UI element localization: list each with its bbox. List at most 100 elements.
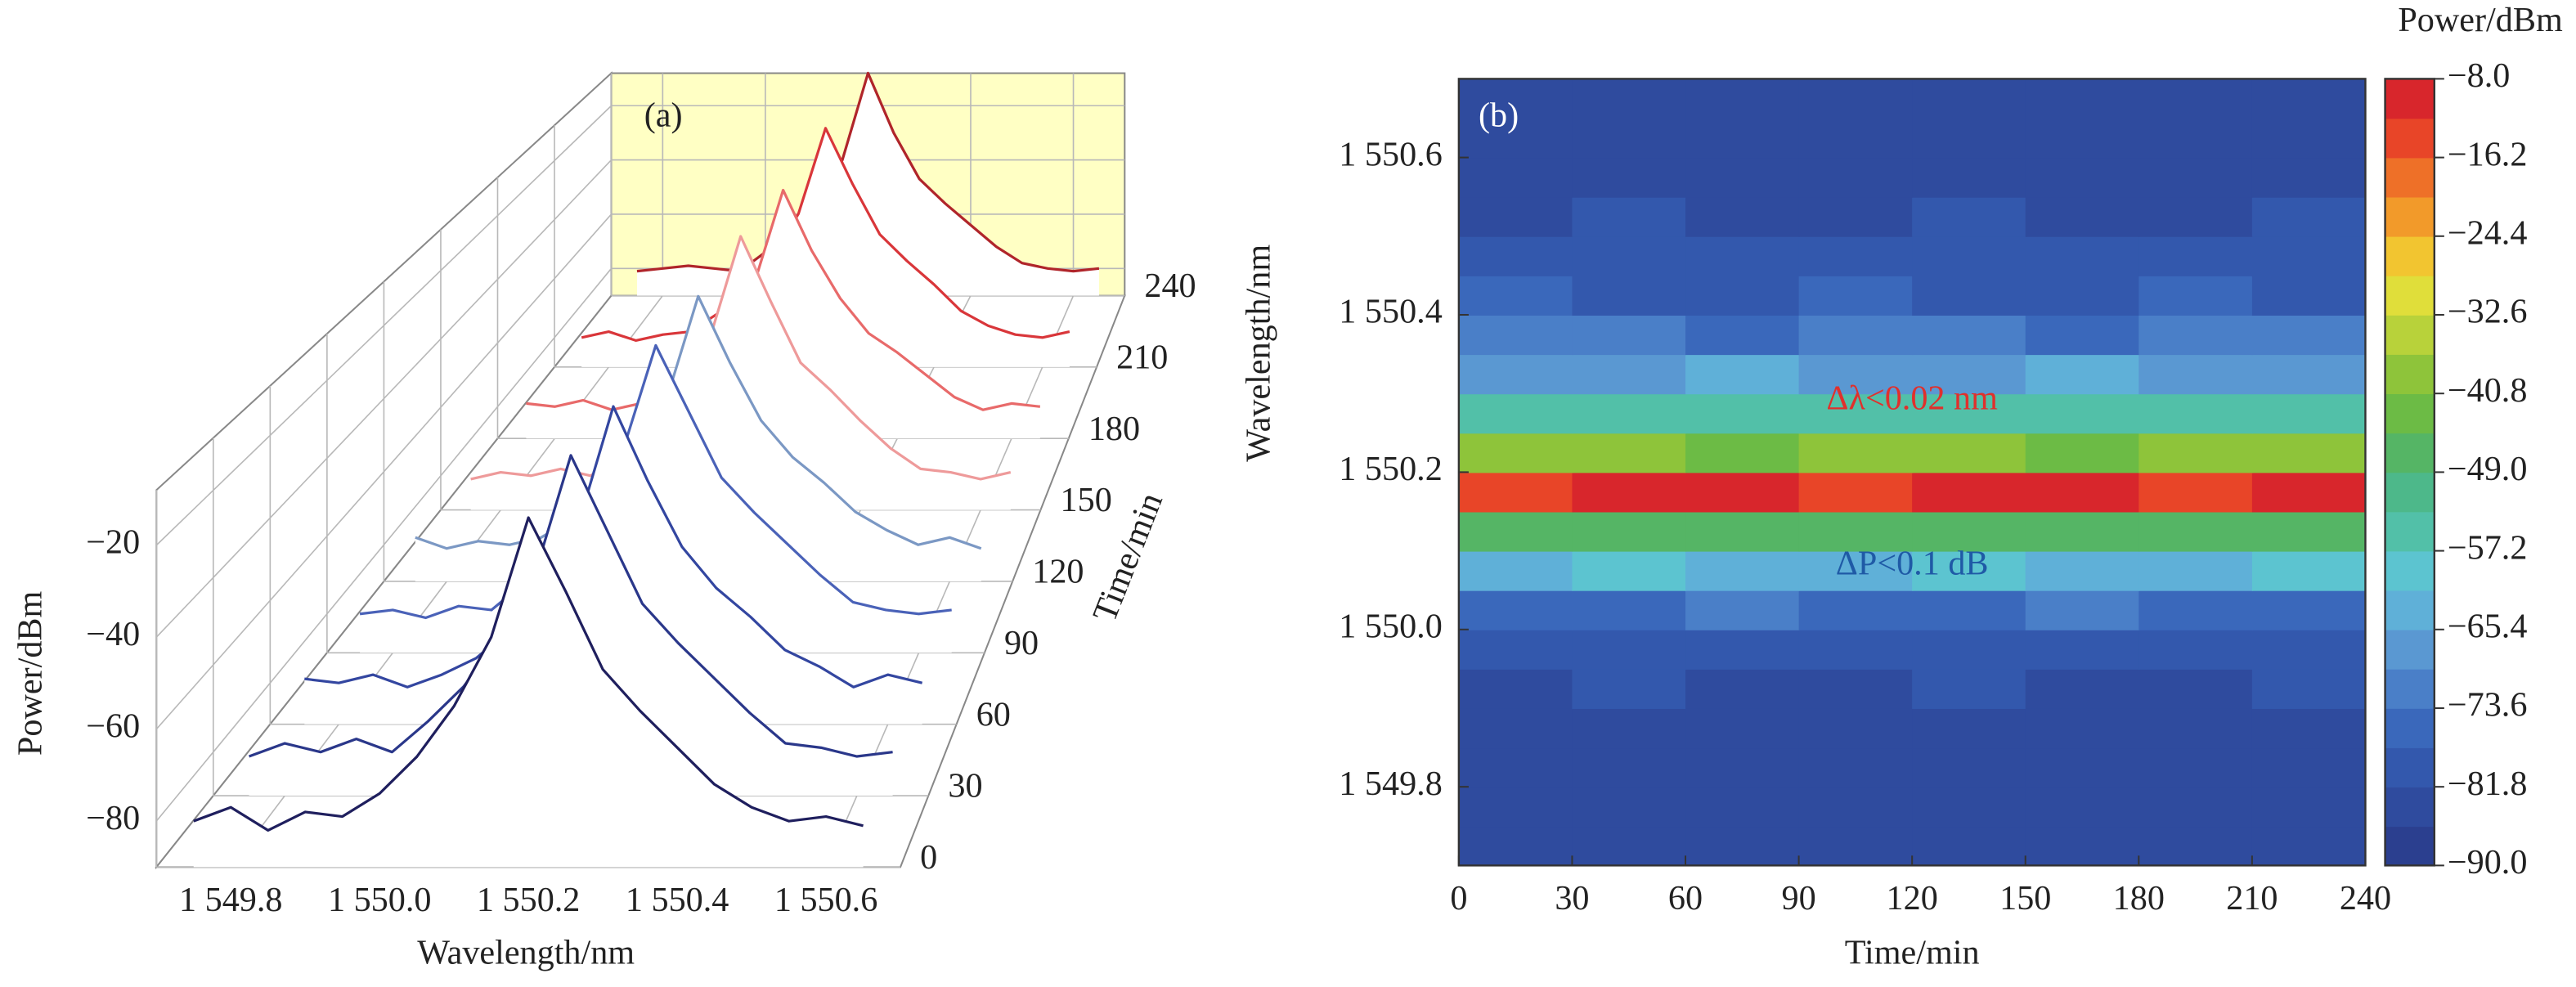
- y-tick-label: 1 550.0: [1339, 607, 1442, 645]
- heatmap-cell: [1685, 196, 1800, 237]
- heatmap-cell: [2251, 550, 2367, 591]
- heatmap-cell: [2251, 157, 2367, 198]
- heatmap-cell: [1798, 707, 1914, 749]
- trace-fill: [470, 236, 1011, 510]
- colorbar-band: [2385, 196, 2435, 237]
- heatmap-cell: [2138, 79, 2253, 119]
- colorbar-band: [2385, 354, 2435, 394]
- heatmap-cell: [1798, 196, 1914, 237]
- heatmap-cell: [2025, 550, 2140, 591]
- heatmap-cell: [1685, 550, 1800, 591]
- heatmap-cell: [1912, 747, 2026, 788]
- heatmap-cell: [1912, 707, 2026, 749]
- heatmap-cell: [1458, 826, 1573, 867]
- z-tick-label: 60: [976, 695, 1011, 734]
- heatmap-cell: [1798, 157, 1914, 198]
- heatmap-cell: [2251, 79, 2367, 119]
- heatmap-cell: [1458, 433, 1573, 473]
- heatmap-cell: [1572, 629, 1687, 670]
- colorbar-tick-label: −57.2: [2448, 528, 2528, 567]
- heatmap-cell: [2138, 393, 2253, 434]
- colorbar-band: [2385, 157, 2435, 198]
- x-tick-label: 90: [1782, 879, 1816, 917]
- heatmap-cell: [2025, 275, 2140, 316]
- heatmap-cell: [1912, 275, 2026, 316]
- heatmap-cell: [1912, 590, 2026, 630]
- heatmap-cell: [2025, 157, 2140, 198]
- colorbar-band: [2385, 275, 2435, 316]
- heatmap-cell: [2138, 511, 2253, 552]
- heatmap-cell: [2025, 787, 2140, 828]
- heatmap-cell: [2138, 275, 2253, 316]
- heatmap-cell: [1572, 314, 1687, 356]
- heatmap-cell: [1572, 668, 1687, 709]
- spectrum-line: [359, 343, 952, 620]
- heatmap-cell: [1912, 433, 2026, 473]
- y-axis-title: Power/dBm: [11, 590, 49, 756]
- heatmap-cell: [1912, 826, 2026, 867]
- z-tick-label: 150: [1061, 481, 1112, 519]
- heatmap-cell: [1912, 157, 2026, 198]
- heatmap-cell: [1572, 826, 1687, 867]
- heatmap-cell: [2025, 590, 2140, 630]
- heatmap-cell: [1798, 354, 1914, 395]
- y-tick-label: −60: [86, 707, 140, 745]
- heatmap-cell: [1458, 629, 1573, 670]
- colorbar-band: [2385, 472, 2435, 513]
- heatmap-cell: [2138, 747, 2253, 788]
- heatmap-cell: [2025, 747, 2140, 788]
- heatmap-cell: [1458, 707, 1573, 749]
- heatmap-cell: [1798, 787, 1914, 828]
- x-tick-label: 180: [2113, 879, 2165, 917]
- heatmap-cell: [2251, 787, 2367, 828]
- colorbar-tick-label: −24.4: [2448, 213, 2528, 252]
- heatmap-cell: [1912, 472, 2026, 513]
- heatmap-cell: [1458, 196, 1573, 237]
- colorbar-tick-label: −90.0: [2448, 843, 2528, 882]
- heatmap-cell: [1798, 79, 1914, 119]
- heatmap-cell: [1912, 79, 2026, 119]
- heatmap-cell: [1798, 393, 1914, 434]
- heatmap-cell: [1572, 707, 1687, 749]
- heatmap-cell: [1798, 314, 1914, 356]
- heatmap-cell: [1912, 629, 2026, 670]
- colorbar-band: [2385, 511, 2435, 552]
- heatmap-cell: [2025, 826, 2140, 867]
- z-tick-label: 210: [1116, 338, 1168, 376]
- heatmap-cell: [2025, 118, 2140, 159]
- heatmap-cell: [1572, 590, 1687, 630]
- heatmap-cell: [2138, 196, 2253, 237]
- heatmap-cell: [1458, 747, 1573, 788]
- heatmap-cell: [1458, 550, 1573, 591]
- heatmap-cell: [1685, 707, 1800, 749]
- colorbar-band: [2385, 826, 2435, 867]
- heatmap-cell: [1685, 393, 1800, 434]
- heatmap-cell: [2138, 550, 2253, 591]
- spectrum-line: [581, 127, 1070, 343]
- heatmap-cell: [1685, 275, 1800, 316]
- colorbar-band: [2385, 314, 2435, 355]
- x-tick-label: 1 550.6: [774, 881, 877, 919]
- y-tick-label: −20: [86, 523, 140, 561]
- heatmap-cell: [1685, 314, 1800, 356]
- heatmap-cell: [1572, 157, 1687, 198]
- heatmap-cell: [1458, 472, 1573, 513]
- x-tick-label: 1 550.0: [328, 881, 431, 919]
- heatmap-cell: [1572, 511, 1687, 552]
- colorbar-band: [2385, 747, 2435, 787]
- colorbar-band: [2385, 668, 2435, 709]
- heatmap-cell: [1798, 236, 1914, 276]
- heatmap-cell: [2251, 354, 2367, 395]
- heatmap-cell: [2138, 590, 2253, 630]
- heatmap-cell: [1458, 393, 1573, 434]
- heatmap-cell: [1458, 787, 1573, 828]
- heatmap-cell: [2138, 314, 2253, 356]
- x-tick-label: 1 549.8: [179, 881, 282, 919]
- heatmap-cell: [2025, 433, 2140, 473]
- x-tick-label: 30: [1555, 879, 1589, 917]
- heatmap-cell: [1572, 354, 1687, 395]
- heatmap-cell: [2251, 472, 2367, 513]
- colorbar-tick-label: −16.2: [2448, 135, 2528, 173]
- trace-fill: [193, 518, 864, 868]
- heatmap-cell: [1798, 550, 1914, 591]
